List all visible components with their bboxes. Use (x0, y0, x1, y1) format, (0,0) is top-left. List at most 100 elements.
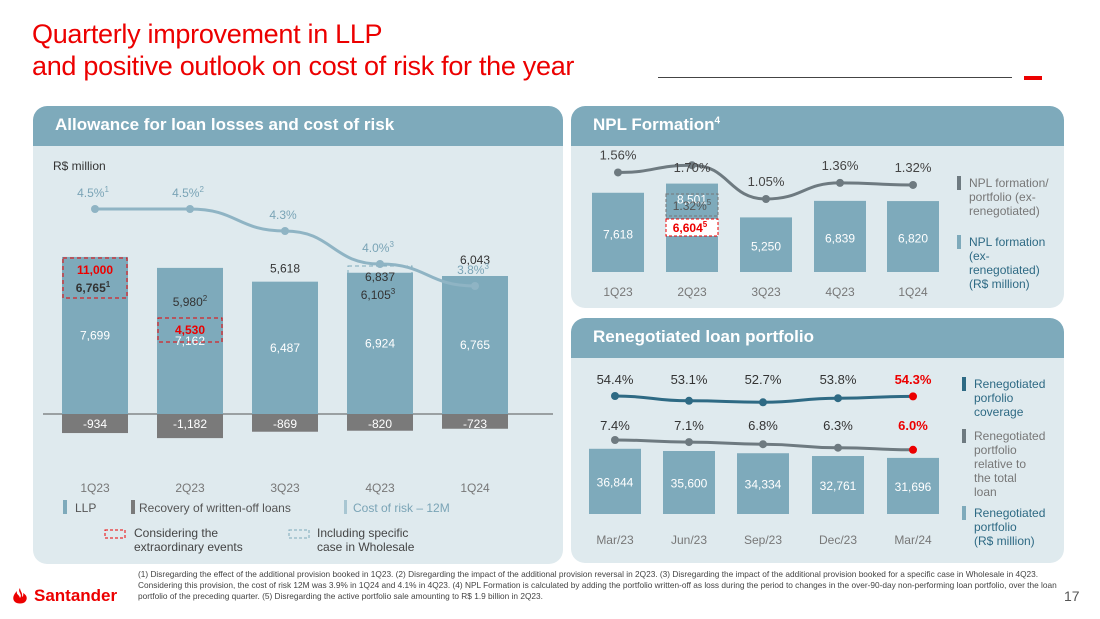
npl-legend-rate-line: renegotiated) (969, 204, 1040, 218)
reneg-legend-share-label: Renegotiated portfolio relative to the tota… (974, 429, 1045, 499)
npl-panel-header: NPL Formation4 (571, 106, 1064, 146)
legend-extra-label-1: Considering the (134, 526, 218, 540)
cost-of-risk-label-sup: 1 (104, 185, 109, 194)
coverage-label: 53.8% (820, 372, 857, 387)
npl-chart: 7,618 1Q23 8,501 2Q23 5,250 3Q23 6,839 4Q23 6,82… (592, 147, 1049, 299)
coverage-label: 54.3% (895, 372, 932, 387)
share-point (685, 438, 693, 447)
coverage-point (685, 396, 693, 405)
legend-recovery-swatch (131, 500, 135, 514)
npl-rate-point (836, 178, 844, 187)
quarter-label: 1Q23 (80, 481, 110, 495)
reneg-value-label: 36,844 (597, 475, 634, 489)
coverage-point (909, 392, 917, 401)
npl-title-sup: 4 (714, 115, 721, 127)
npl-value-label: 6,820 (898, 232, 928, 246)
share-point (611, 436, 619, 444)
recovery-bar (157, 414, 223, 439)
cost-of-risk-label: 4.5%2 (172, 185, 204, 200)
legend-specific-swatch (288, 529, 310, 539)
reneg-legend-share-line: portfolio (974, 443, 1017, 457)
reneg-legend-share-line: relative to (974, 457, 1026, 471)
reneg-legend-coverage-label: Renegotiated porfolio coverage (974, 377, 1045, 419)
recovery-value-label: -869 (273, 417, 297, 431)
cost-of-risk-point (471, 282, 479, 290)
npl-value-label: 7,618 (603, 227, 633, 241)
npl-rate-label: 1.05% (748, 174, 785, 189)
cost-of-risk-point (91, 205, 99, 213)
reneg-legend-coverage-line: coverage (974, 405, 1024, 419)
legend-specific-label-1: Including specific (317, 526, 408, 540)
total-label-sup: 2 (203, 294, 208, 303)
llp-value-label: 6,924 (365, 336, 395, 350)
reneg-bar (887, 457, 939, 514)
flame-icon (13, 588, 27, 604)
npl-rate-label: 1.70% (674, 160, 711, 175)
npl-legend-rate-line: portfolio (ex- (969, 190, 1036, 204)
npl-adjusted-rate: 1.32%5 (673, 198, 712, 213)
total-label: 5,618 (270, 262, 300, 276)
llp-bar (347, 272, 413, 414)
llp-bar (252, 281, 318, 414)
recovery-bar (347, 414, 413, 431)
quarter-label: 1Q24 (460, 481, 490, 495)
share-point (759, 440, 767, 449)
cost-of-risk-point (186, 205, 194, 213)
share-point (909, 445, 917, 454)
npl-adjusted-rate-sup: 5 (707, 198, 712, 207)
legend-extra-label-2: extraordinary events (134, 540, 243, 554)
reneg-legend-share-line: loan (974, 485, 997, 499)
legend-llp-label: LLP (75, 501, 96, 515)
npl-rate-point (909, 180, 917, 189)
title-line-2: and positive outlook on cost of risk for… (32, 51, 575, 81)
reneg-legend-portfolio-swatch (962, 506, 966, 520)
share-label: 6.0% (898, 418, 928, 433)
npl-legend-value-line: (ex- (969, 249, 990, 263)
quarter-label: 2Q23 (175, 481, 205, 495)
npl-bar (814, 200, 866, 272)
reneg-value-label: 32,761 (820, 479, 857, 493)
llp-value-label: 6,765 (460, 338, 490, 352)
title-line-1: Quarterly improvement in LLP (32, 19, 383, 49)
extraordinary-box-1q23 (62, 257, 128, 299)
recovery-value-label: -1,182 (173, 417, 207, 431)
reneg-period-label: Jun/23 (671, 533, 707, 547)
recovery-bar (252, 414, 318, 432)
cost-of-risk-label-sup: 3 (389, 240, 394, 249)
npl-rate-label: 1.36% (822, 158, 859, 173)
llp-value-label: 7,162 (175, 334, 205, 348)
footnotes: (1) Disregarding the effect of the addit… (138, 569, 1057, 601)
reneg-bar (812, 456, 864, 514)
legend-cor-label: Cost of risk – 12M (353, 501, 450, 515)
cost-of-risk-label: 4.0%3 (362, 240, 394, 255)
reneg-legend-portfolio-line: portfolio (974, 520, 1017, 534)
npl-legend-value-line: (R$ million) (969, 277, 1030, 291)
reneg-legend-coverage-swatch (962, 377, 966, 391)
npl-bar (740, 217, 792, 272)
share-label: 7.1% (674, 418, 704, 433)
npl-rate-point (614, 168, 622, 177)
npl-legend-value-line: NPL formation (969, 235, 1045, 249)
santander-logo: Santander (10, 586, 117, 606)
npl-quarter-label: 2Q23 (677, 285, 707, 299)
npl-adjusted-value: 6,6045 (673, 220, 708, 235)
cost-of-risk-point (281, 227, 289, 235)
reneg-period-label: Mar/23 (596, 533, 634, 547)
npl-rate-label: 1.32% (895, 160, 932, 175)
llp-value-label: 6,487 (270, 341, 300, 355)
npl-quarter-label: 1Q23 (603, 285, 633, 299)
npl-value-label: 5,250 (751, 240, 781, 254)
llp-panel: Allowance for loan losses and cost of ri… (33, 106, 563, 564)
recovery-value-label: -934 (83, 417, 107, 431)
unit-label: R$ million (53, 159, 106, 173)
npl-rate-point (688, 161, 696, 170)
npl-value-label: 8,501 (677, 193, 707, 207)
npl-quarter-label: 1Q24 (898, 285, 928, 299)
total-label: 6,043 (460, 253, 490, 267)
share-label: 7.4% (600, 418, 630, 433)
wholesale-value-4q23: 6,837 (365, 270, 395, 284)
reneg-panel: Renegotiated loan portfolio 36,844 Mar/23… (571, 318, 1064, 563)
npl-rate-label: 1.56% (600, 147, 637, 162)
legend-recovery-label: Recovery of written-off loans (139, 501, 291, 515)
legend-llp-swatch (63, 500, 67, 514)
